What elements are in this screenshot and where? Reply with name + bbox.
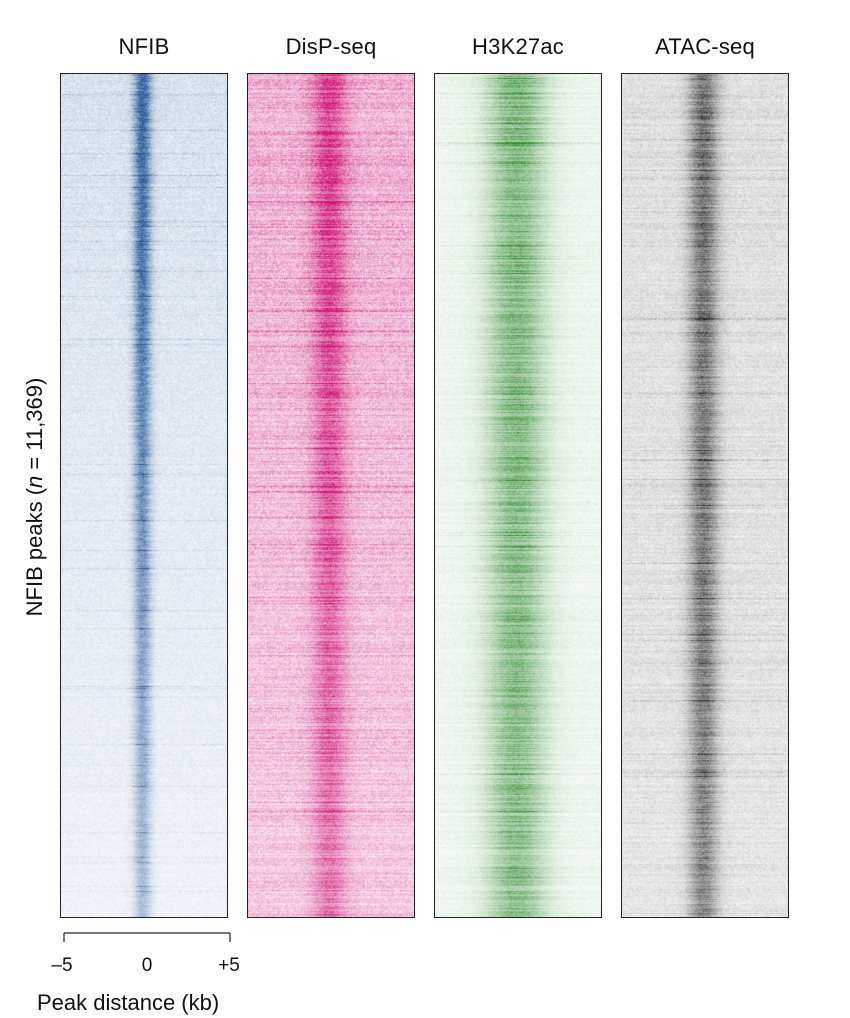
y-axis-label-prefix: NFIB peaks ( bbox=[22, 487, 47, 617]
y-axis-label-variable: n bbox=[22, 475, 47, 488]
y-axis-label-suffix: = 11,369) bbox=[22, 377, 47, 476]
heatmap-canvas-disp-seq bbox=[248, 74, 414, 917]
x-tick-label-minus5: –5 bbox=[51, 955, 73, 976]
x-tick-label-0: 0 bbox=[141, 955, 153, 976]
panel-title-disp-seq: DisP-seq bbox=[285, 34, 377, 59]
heatmap-canvas-h3k27ac bbox=[435, 74, 601, 917]
heatmap-panel-disp-seq bbox=[247, 73, 415, 918]
x-tick-label-plus5: +5 bbox=[218, 955, 240, 976]
heatmap-panel-nfib bbox=[60, 73, 228, 918]
heatmap-canvas-atac-seq bbox=[622, 74, 788, 917]
panel-title-nfib: NFIB bbox=[118, 34, 170, 59]
panel-title-h3k27ac: H3K27ac bbox=[472, 34, 564, 59]
heatmap-panel-atac-seq bbox=[621, 73, 789, 918]
x-axis bbox=[63, 932, 231, 942]
y-axis-label: NFIB peaks (n = 11,369) bbox=[22, 378, 48, 617]
x-axis-label: Peak distance (kb) bbox=[37, 990, 220, 1015]
heatmap-panel-h3k27ac bbox=[434, 73, 602, 918]
panel-title-atac-seq: ATAC-seq bbox=[655, 34, 755, 59]
heatmap-canvas-nfib bbox=[61, 74, 227, 917]
